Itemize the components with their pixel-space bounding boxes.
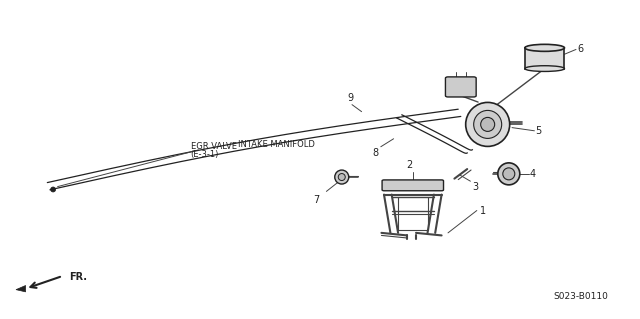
Text: 9: 9 (348, 93, 354, 103)
Text: 7: 7 (313, 195, 319, 205)
Ellipse shape (525, 44, 564, 51)
FancyBboxPatch shape (382, 180, 444, 191)
Ellipse shape (51, 187, 56, 192)
Text: 2: 2 (406, 160, 413, 170)
Ellipse shape (498, 163, 520, 185)
Ellipse shape (525, 66, 564, 71)
Text: 3: 3 (472, 182, 479, 192)
Ellipse shape (481, 117, 495, 131)
Text: INTAKE MANIFOLD: INTAKE MANIFOLD (238, 140, 315, 149)
Polygon shape (16, 286, 26, 292)
FancyBboxPatch shape (445, 77, 476, 97)
Text: EGR VALVE: EGR VALVE (191, 142, 237, 151)
Ellipse shape (466, 102, 509, 146)
Ellipse shape (503, 168, 515, 180)
Ellipse shape (335, 170, 349, 184)
FancyBboxPatch shape (525, 48, 564, 69)
Ellipse shape (474, 110, 502, 138)
Text: 8: 8 (372, 148, 379, 158)
Ellipse shape (339, 174, 345, 181)
Text: (E-3-1): (E-3-1) (191, 150, 219, 159)
Text: 6: 6 (577, 44, 584, 55)
Text: 1: 1 (480, 206, 486, 216)
Text: 4: 4 (530, 169, 536, 179)
Text: FR.: FR. (69, 272, 87, 282)
Text: 5: 5 (536, 126, 542, 137)
FancyArrowPatch shape (31, 277, 60, 288)
Text: S023-B0110: S023-B0110 (553, 293, 608, 301)
